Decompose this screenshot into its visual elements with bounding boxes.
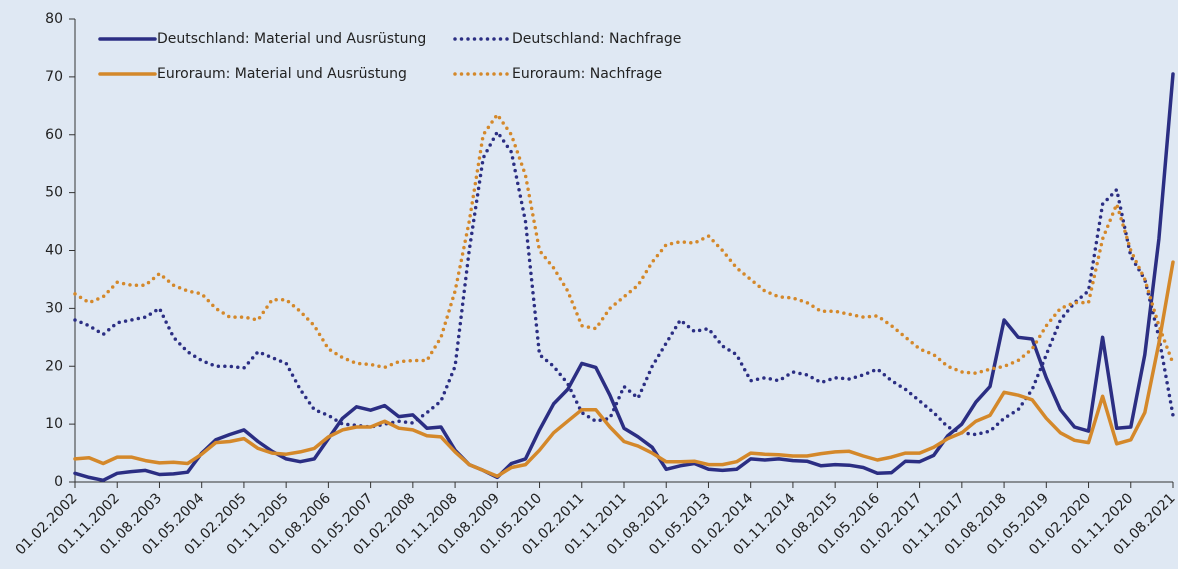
series-line: [73, 112, 1175, 375]
y-tick-label: 0: [54, 474, 63, 490]
legend-label: Euroraum: Nachfrage: [512, 66, 662, 82]
y-tick-label: 60: [45, 127, 63, 143]
y-tick-label: 40: [45, 243, 63, 259]
legend-label: Deutschland: Nachfrage: [512, 31, 681, 47]
y-tick-label: 50: [45, 185, 63, 201]
series-line: [73, 260, 1175, 478]
y-tick-label: 30: [45, 300, 63, 316]
legend-label: Euroraum: Material und Ausrüstung: [157, 66, 407, 82]
y-tick-label: 70: [45, 69, 63, 85]
y-tick-label: 80: [45, 11, 63, 27]
series-line: [73, 130, 1175, 437]
series-line: [73, 72, 1175, 483]
y-tick-label: 20: [45, 358, 63, 374]
legend-label: Deutschland: Material und Ausrüstung: [157, 31, 426, 47]
y-tick-label: 10: [45, 416, 63, 432]
